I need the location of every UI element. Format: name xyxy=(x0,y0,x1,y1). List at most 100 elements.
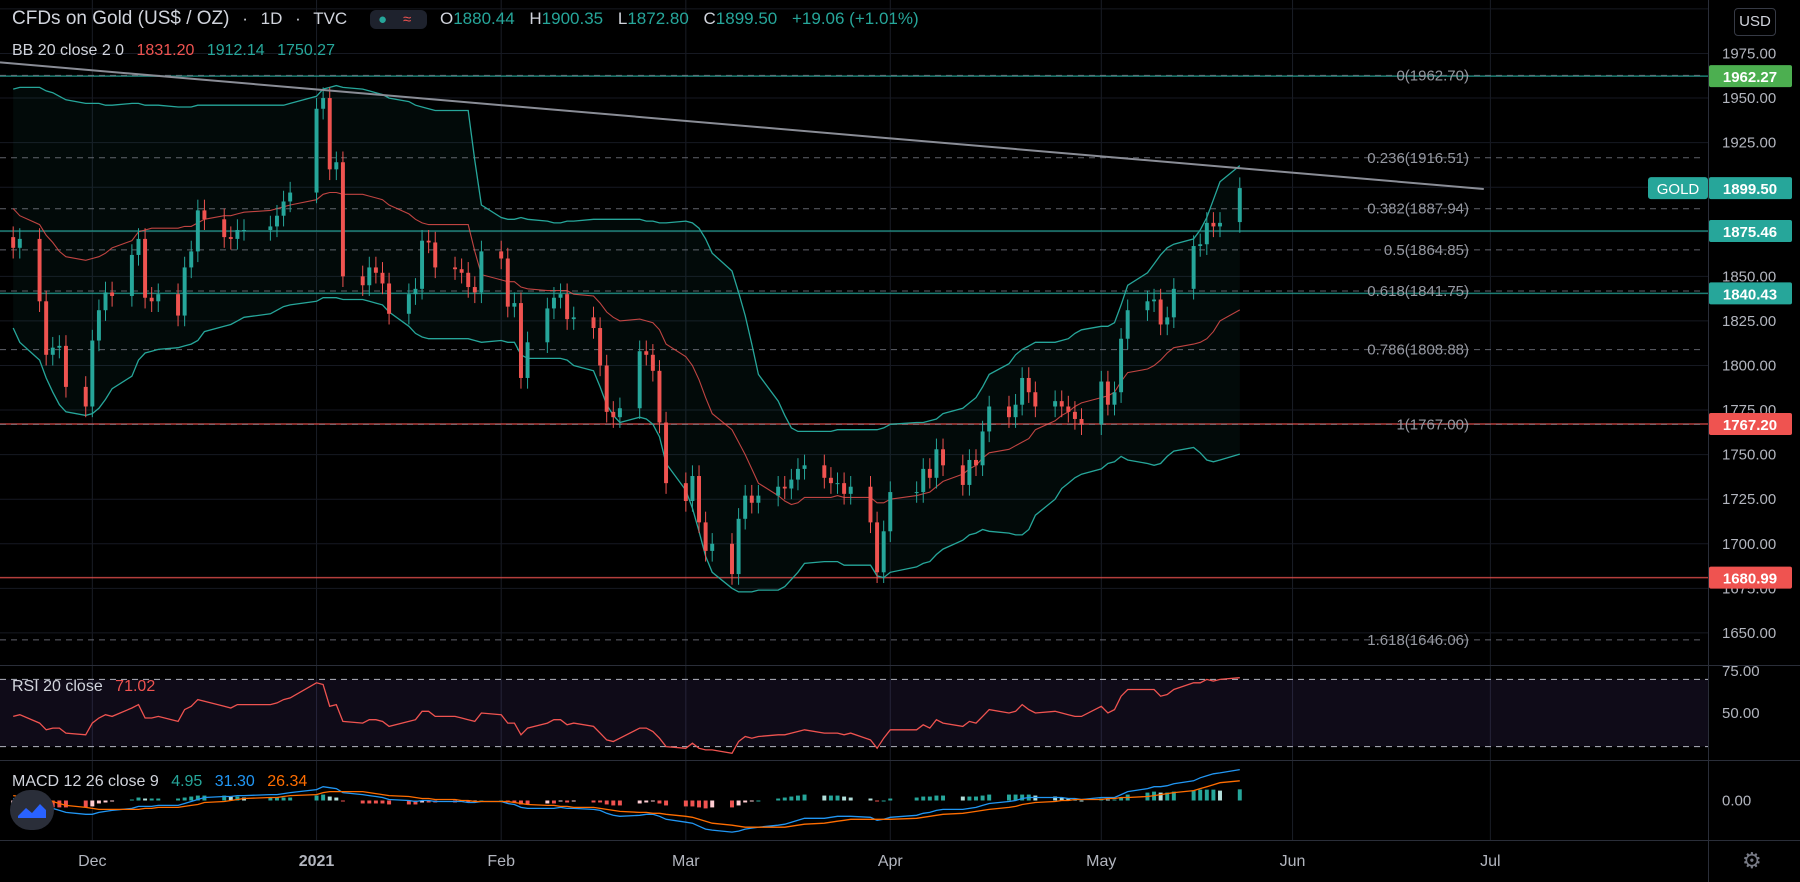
time-axis-tick: 2021 xyxy=(299,853,335,870)
price-axis[interactable]: 75.0050.000.001975.001950.001925.001900.… xyxy=(1648,45,1792,810)
macd-histogram-bar xyxy=(1013,794,1018,801)
macd-histogram-bar xyxy=(327,796,332,801)
ohlc-open-label: O xyxy=(439,9,454,28)
macd-histogram-bar xyxy=(1211,789,1216,801)
fibonacci-retracement: 0(1962.70) 0.236(1916.51) 0.382(1887.94) 0.… xyxy=(0,67,1700,649)
candle-body xyxy=(921,468,926,493)
macd-histogram-bar xyxy=(96,800,101,804)
macd-histogram-bar xyxy=(782,797,787,801)
candle-body xyxy=(1119,338,1124,393)
macd-histogram-bar xyxy=(63,800,68,808)
time-axis[interactable]: Dec 2021 Feb Mar Apr May Jun Jul xyxy=(78,853,1501,870)
macd-histogram-bar xyxy=(611,800,616,806)
level-price-label: 1840.43 xyxy=(1723,286,1777,303)
macd-histogram-bar xyxy=(743,800,748,803)
macd-histogram-bar xyxy=(875,800,880,802)
candle-body xyxy=(598,328,603,366)
candle-body xyxy=(730,543,734,575)
macd-histogram-bar xyxy=(367,800,372,804)
macd-histogram-bar xyxy=(426,800,431,803)
candle-body xyxy=(103,292,108,311)
macd-histogram-bar xyxy=(914,797,919,801)
descending-trendline[interactable] xyxy=(0,61,1484,190)
bb-upper-line xyxy=(13,84,1241,433)
candle-body xyxy=(50,347,55,355)
fib-level-label: 0.618(1841.75) xyxy=(1367,283,1469,300)
time-axis-tick: Dec xyxy=(78,853,106,870)
candle-body xyxy=(571,317,576,320)
macd-legend[interactable]: MACD 12 26 close 9 4.95 31.30 26.34 xyxy=(12,773,315,791)
macd-histogram-bar xyxy=(980,795,985,801)
candle-body xyxy=(360,276,365,286)
gear-icon[interactable]: ⚙ xyxy=(1742,848,1762,873)
price-axis-tick: 1800.00 xyxy=(1722,357,1776,374)
bb-label: BB 20 close 2 0 xyxy=(12,42,125,59)
currency-button[interactable]: USD xyxy=(1734,8,1776,36)
candle-body xyxy=(274,215,279,227)
bb-upper-value: 1912.14 xyxy=(206,42,265,59)
candle-body xyxy=(459,269,464,273)
macd-histogram-bar xyxy=(1066,798,1071,801)
macd-histogram-bar xyxy=(776,798,781,801)
bollinger-band-area xyxy=(13,85,1240,592)
interval-label[interactable]: 1D xyxy=(260,9,283,28)
bb-legend[interactable]: BB 20 close 2 0 1831.20 1912.14 1750.27 xyxy=(12,42,343,60)
macd-histogram-bar xyxy=(974,796,978,801)
macd-histogram-bar xyxy=(683,800,688,807)
macd-histogram-bar xyxy=(558,800,563,802)
candle-body xyxy=(57,345,62,348)
candle-body xyxy=(611,411,616,418)
candle-body xyxy=(987,406,992,432)
macd-histogram-bar xyxy=(466,800,471,803)
wave-icon[interactable]: ≈ xyxy=(403,11,412,28)
candle-body xyxy=(1165,317,1170,325)
macd-histogram-bar xyxy=(1112,799,1117,801)
macd-histogram-bar xyxy=(268,797,273,801)
macd-axis-tick: 0.00 xyxy=(1722,793,1751,810)
candle-body xyxy=(281,201,286,216)
candle-body xyxy=(129,254,134,296)
trendline[interactable] xyxy=(0,61,1484,190)
ohlc-open-value: 1880.44 xyxy=(453,9,515,28)
macd-histogram-bar xyxy=(1237,789,1242,801)
candle-body xyxy=(90,340,95,407)
candle-body xyxy=(1198,244,1203,247)
candle-body xyxy=(1112,392,1117,405)
fib-level-label: 1(1767.00) xyxy=(1396,416,1469,433)
macd-histogram-bar xyxy=(888,798,893,801)
candle-body xyxy=(664,422,669,484)
macd-histogram-bar xyxy=(413,800,418,805)
candle-body xyxy=(1059,401,1064,407)
candle-body xyxy=(195,210,200,252)
bb-basis-value: 1831.20 xyxy=(136,42,195,59)
macd-histogram-bar xyxy=(927,796,932,801)
tradingview-logo-icon[interactable] xyxy=(10,790,54,830)
macd-histogram-bar xyxy=(110,800,115,802)
macd-histogram-bar xyxy=(703,800,708,809)
macd-histogram-bar xyxy=(189,796,194,801)
macd-histogram-bar xyxy=(617,800,622,806)
candle-body xyxy=(927,468,932,478)
rsi-legend[interactable]: RSI 20 close 71.02 xyxy=(12,678,163,696)
candle-body xyxy=(83,386,88,407)
candle-body xyxy=(703,522,708,551)
macd-histogram-bar xyxy=(736,800,741,806)
candle-body xyxy=(420,240,425,289)
macd-histogram-bar xyxy=(828,795,833,801)
fib-level-label: 0.236(1916.51) xyxy=(1367,150,1469,167)
symbol-title[interactable]: CFDs on Gold (US$ / OZ) xyxy=(12,8,230,29)
candle-body xyxy=(545,308,550,343)
candle-body xyxy=(551,297,556,309)
macd-histogram-bar xyxy=(690,800,695,807)
candle-body xyxy=(1053,401,1058,407)
macd-histogram-bar xyxy=(1079,800,1084,802)
macd-histogram-bar xyxy=(881,800,886,802)
indicator-toggle-pill[interactable]: ● ≈ xyxy=(369,10,428,29)
ohlc-high-label: H xyxy=(529,9,542,28)
macd-histogram-bar xyxy=(565,800,570,803)
candle-body xyxy=(367,267,372,286)
candle-body xyxy=(617,408,622,418)
candle-body xyxy=(1026,377,1031,393)
candle-body xyxy=(235,229,240,239)
